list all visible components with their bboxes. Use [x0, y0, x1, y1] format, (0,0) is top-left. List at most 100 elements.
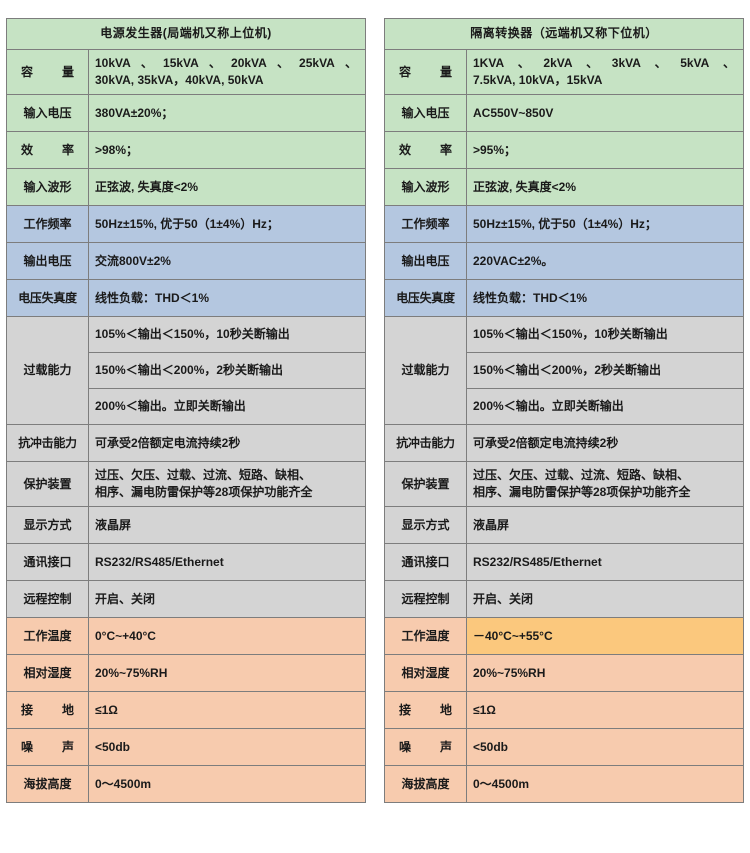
row-value-input-voltage: AC550V~850V	[466, 94, 744, 133]
table-row-grounding: 接 地 ≤1Ω	[6, 691, 366, 730]
table-row-protection: 保护装置 过压、欠压、过载、过流、短路、缺相、 相序、漏电防雷保护等28项保护功…	[6, 461, 366, 508]
protection-line-1: 过压、欠压、过载、过流、短路、缺相、	[473, 468, 690, 483]
table-row-efficiency: 效 率 >95%；	[384, 131, 744, 170]
row-label-input-waveform: 输入波形	[384, 168, 467, 207]
protection-line-1: 过压、欠压、过载、过流、短路、缺相、	[95, 468, 312, 483]
capacity-line-1: 1KVA 、 2kVA 、 3kVA 、 5kVA 、	[473, 56, 735, 70]
table-row-grounding: 接 地 ≤1Ω	[384, 691, 744, 730]
table-row-altitude: 海拔高度 0～4500m	[6, 765, 366, 804]
row-value-surge: 可承受2倍额定电流持续2秒	[88, 424, 366, 463]
row-value-protection: 过压、欠压、过载、过流、短路、缺相、 相序、漏电防雷保护等28项保护功能齐全	[88, 461, 366, 508]
table-row-comm-interface: 通讯接口 RS232/RS485/Ethernet	[384, 543, 744, 582]
table-row-capacity: 容 量 1KVA 、 2kVA 、 3kVA 、 5kVA 、 7.5kVA, …	[384, 48, 744, 96]
table-row-capacity: 容 量 10kVA 、 15kVA 、 20kVA 、 25kVA 、 30kV…	[6, 48, 366, 96]
table-row-remote-control: 远程控制 开启、关闭	[384, 580, 744, 619]
row-value-grounding: ≤1Ω	[466, 691, 744, 730]
row-label-display: 显示方式	[384, 506, 467, 545]
row-value-efficiency: >95%；	[466, 131, 744, 170]
row-value-remote-control: 开启、关闭	[88, 580, 366, 619]
row-label-work-frequency: 工作频率	[384, 205, 467, 244]
table-row-altitude: 海拔高度 0～4500m	[384, 765, 744, 804]
left-table-title: 电源发生器(局端机又称上位机)	[6, 18, 366, 50]
capacity-line-2: 7.5kVA, 10kVA，15kVA	[473, 73, 603, 88]
row-value-altitude: 0～4500m	[88, 765, 366, 804]
row-label-input-voltage: 输入电压	[6, 94, 89, 133]
table-row-input-waveform: 输入波形 正弦波, 失真度<2%	[6, 168, 366, 207]
row-value-overload-1: 105%＜输出＜150%，10秒关断输出	[88, 316, 366, 354]
row-value-comm-interface: RS232/RS485/Ethernet	[88, 543, 366, 582]
row-label-comm-interface: 通讯接口	[384, 543, 467, 582]
row-label-altitude: 海拔高度	[6, 765, 89, 804]
row-label-work-temp: 工作温度	[384, 617, 467, 656]
row-value-input-waveform: 正弦波, 失真度<2%	[88, 168, 366, 207]
table-row-work-temp: 工作温度 －40°C~+55°C	[384, 617, 744, 656]
row-value-efficiency: >98%；	[88, 131, 366, 170]
row-value-overload-1: 105%＜输出＜150%，10秒关断输出	[466, 316, 744, 354]
table-row-overload-3: 200%＜输出。立即关断输出	[385, 388, 744, 426]
row-value-humidity: 20%~75%RH	[88, 654, 366, 693]
right-table-title: 隔离转换器（远端机又称下位机）	[384, 18, 744, 50]
row-label-overload: 过载能力	[384, 316, 467, 426]
row-value-work-temp: －40°C~+55°C	[466, 617, 744, 656]
row-label-input-waveform: 输入波形	[6, 168, 89, 207]
table-row-output-voltage: 输出电压 交流800V±2%	[6, 242, 366, 281]
row-label-efficiency: 效 率	[384, 131, 467, 170]
row-value-overload-2: 150%＜输出＜200%，2秒关断输出	[88, 352, 366, 390]
row-label-output-voltage: 输出电压	[384, 242, 467, 281]
table-row-input-voltage: 输入电压 AC550V~850V	[384, 94, 744, 133]
table-row-remote-control: 远程控制 开启、关闭	[6, 580, 366, 619]
table-header-row: 隔离转换器（远端机又称下位机）	[384, 18, 744, 50]
table-row-output-voltage: 输出电压 220VAC±2%。	[384, 242, 744, 281]
row-value-noise: <50db	[88, 728, 366, 767]
row-label-noise: 噪 声	[6, 728, 89, 767]
row-label-output-voltage: 输出电压	[6, 242, 89, 281]
row-label-grounding: 接 地	[6, 691, 89, 730]
table-row-comm-interface: 通讯接口 RS232/RS485/Ethernet	[6, 543, 366, 582]
row-value-input-voltage: 380VA±20%；	[88, 94, 366, 133]
row-value-display: 液晶屏	[466, 506, 744, 545]
row-label-voltage-thd: 电压失真度	[6, 279, 89, 318]
row-value-input-waveform: 正弦波, 失真度<2%	[466, 168, 744, 207]
row-label-input-voltage: 输入电压	[384, 94, 467, 133]
row-label-surge: 抗冲击能力	[384, 424, 467, 463]
row-label-surge: 抗冲击能力	[6, 424, 89, 463]
row-value-capacity: 1KVA 、 2kVA 、 3kVA 、 5kVA 、 7.5kVA, 10kV…	[466, 48, 744, 96]
row-label-comm-interface: 通讯接口	[6, 543, 89, 582]
table-row-efficiency: 效 率 >98%；	[6, 131, 366, 170]
table-row-display: 显示方式 液晶屏	[6, 506, 366, 545]
row-value-altitude: 0～4500m	[466, 765, 744, 804]
table-row-work-frequency: 工作频率 50Hz±15%, 优于50（1±4%）Hz；	[6, 205, 366, 244]
table-row-voltage-thd: 电压失真度 线性负载：THD＜1%	[384, 279, 744, 318]
row-value-output-voltage: 交流800V±2%	[88, 242, 366, 281]
isolation-converter-spec-table: 隔离转换器（远端机又称下位机） 容 量 1KVA 、 2kVA 、 3kVA 、…	[384, 18, 744, 804]
row-label-display: 显示方式	[6, 506, 89, 545]
table-row-surge: 抗冲击能力 可承受2倍额定电流持续2秒	[6, 424, 366, 463]
row-value-overload-3: 200%＜输出。立即关断输出	[466, 388, 744, 426]
row-value-voltage-thd: 线性负载：THD＜1%	[88, 279, 366, 318]
table-row-work-frequency: 工作频率 50Hz±15%, 优于50（1±4%）Hz；	[384, 205, 744, 244]
table-row-input-voltage: 输入电压 380VA±20%；	[6, 94, 366, 133]
table-row-overload-2: 150%＜输出＜200%，2秒关断输出	[7, 352, 366, 390]
row-value-overload-3: 200%＜输出。立即关断输出	[88, 388, 366, 426]
row-label-efficiency: 效 率	[6, 131, 89, 170]
protection-line-2: 相序、漏电防雷保护等28项保护功能齐全	[95, 485, 313, 500]
capacity-line-1: 10kVA 、 15kVA 、 20kVA 、 25kVA 、	[95, 56, 357, 70]
row-value-display: 液晶屏	[88, 506, 366, 545]
capacity-line-2: 30kVA, 35kVA，40kVA, 50kVA	[95, 73, 264, 88]
row-value-voltage-thd: 线性负载：THD＜1%	[466, 279, 744, 318]
row-label-noise: 噪 声	[384, 728, 467, 767]
row-value-work-frequency: 50Hz±15%, 优于50（1±4%）Hz；	[466, 205, 744, 244]
row-value-overload-2: 150%＜输出＜200%，2秒关断输出	[466, 352, 744, 390]
row-label-protection: 保护装置	[384, 461, 467, 508]
table-row-surge: 抗冲击能力 可承受2倍额定电流持续2秒	[384, 424, 744, 463]
row-value-remote-control: 开启、关闭	[466, 580, 744, 619]
row-value-protection: 过压、欠压、过载、过流、短路、缺相、 相序、漏电防雷保护等28项保护功能齐全	[466, 461, 744, 508]
row-value-grounding: ≤1Ω	[88, 691, 366, 730]
row-label-altitude: 海拔高度	[384, 765, 467, 804]
table-row-voltage-thd: 电压失真度 线性负载：THD＜1%	[6, 279, 366, 318]
table-row-humidity: 相对湿度 20%~75%RH	[384, 654, 744, 693]
row-value-capacity: 10kVA 、 15kVA 、 20kVA 、 25kVA 、 30kVA, 3…	[88, 48, 366, 96]
row-label-voltage-thd: 电压失真度	[384, 279, 467, 318]
table-row-overload-1: 过载能力 105%＜输出＜150%，10秒关断输出	[384, 316, 744, 426]
